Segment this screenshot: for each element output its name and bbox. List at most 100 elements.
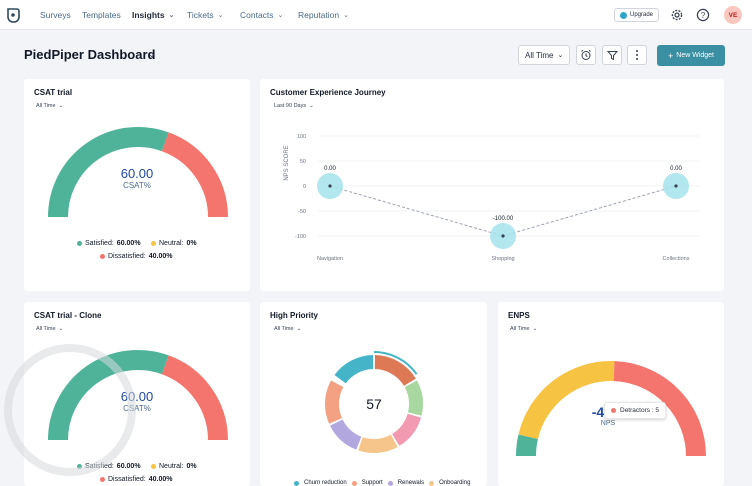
widget-time-filter[interactable]: Last 90 Days ⌄	[274, 103, 314, 109]
upgrade-label: Upgrade	[630, 12, 654, 18]
widget-title: CSAT trial - Clone	[34, 311, 102, 320]
gauge-passives-arc[interactable]	[518, 361, 615, 440]
donut-segment[interactable]	[325, 380, 344, 424]
x-category-label: Navigation	[317, 256, 343, 262]
chevron-down-icon: ⌄	[217, 12, 224, 19]
svg-text:?: ?	[701, 11, 706, 20]
gauge-satisfied-arc[interactable]	[48, 127, 169, 218]
gauge-metric: CSAT%	[123, 404, 151, 413]
time-filter-select[interactable]: All Time ⌄	[518, 45, 570, 65]
chevron-down-icon: ⌄	[58, 103, 64, 109]
time-filter-value: All Time	[525, 50, 554, 60]
help-icon[interactable]: ?	[696, 8, 710, 22]
filter-icon	[606, 50, 618, 60]
donut-segment[interactable]	[404, 380, 423, 416]
x-category-label: Shopping	[491, 256, 514, 262]
legend-dissatisfied: Dissatisfied: 40.00%	[100, 476, 172, 483]
legend-dissatisfied: Dissatisfied: 40.00%	[100, 253, 172, 260]
journey-chart: NPS SCORE 100 50 0 -50 -100 0.00 Navigation -10…	[284, 134, 700, 262]
chevron-down-icon[interactable]: ⌄	[148, 49, 156, 59]
chevron-down-icon: ⌄	[277, 12, 284, 19]
alarm-clock-icon	[581, 49, 591, 60]
widget-time-filter[interactable]: All Time ⌄	[36, 326, 63, 332]
new-widget-label: New Widget	[676, 52, 714, 59]
legend-neutral: Neutral: 0%	[151, 463, 197, 470]
journey-widget: Customer Experience Journey Last 90 Days…	[260, 79, 724, 291]
app-logo-icon[interactable]	[6, 7, 20, 23]
alarm-clock-button[interactable]	[576, 45, 596, 65]
chevron-down-icon: ⌄	[557, 52, 564, 59]
plus-icon: +	[668, 50, 674, 61]
legend-satisfied: Satisfied: 60.00%	[77, 463, 141, 470]
donut-total: 57	[366, 396, 382, 412]
csat-clone-widget: CSAT trial - Clone All Time ⌄ 60.00 CSAT%…	[24, 302, 250, 486]
gauge-promoters-arc[interactable]	[516, 434, 538, 457]
legend-support: Support	[361, 480, 383, 486]
more-vertical-icon	[636, 50, 638, 60]
chevron-down-icon: ⌄	[58, 326, 64, 332]
nav-insights[interactable]: Insights ⌄	[132, 10, 174, 20]
gear-icon[interactable]	[670, 8, 684, 22]
filter-button[interactable]	[602, 45, 622, 65]
legend-satisfied: Satisfied: 60.00%	[77, 240, 141, 247]
widget-filter-value: All Time	[36, 103, 56, 109]
nav-contacts-label: Contacts	[240, 10, 274, 20]
tooltip-text: Detractors : 5	[620, 407, 660, 414]
gauge-metric: CSAT%	[123, 181, 151, 190]
journey-point	[674, 184, 678, 188]
nav-reputation-label: Reputation	[298, 10, 340, 20]
nav-contacts[interactable]: Contacts ⌄	[240, 10, 283, 20]
more-options-button[interactable]	[627, 45, 647, 65]
enps-widget: ENPS All Time ⌄ -4 NPS Detractors : 5	[498, 302, 724, 486]
gauge-dissatisfied-arc[interactable]	[161, 132, 228, 218]
journey-point	[501, 234, 505, 238]
gauge-detractors-arc[interactable]	[613, 361, 706, 457]
nav-insights-label: Insights	[132, 10, 165, 20]
widget-filter-value: All Time	[36, 326, 56, 332]
nav-templates[interactable]: Templates	[82, 10, 121, 20]
y-tick-label: 100	[297, 134, 306, 140]
y-tick-label: -100	[295, 234, 306, 240]
chevron-down-icon: ⌄	[309, 103, 314, 109]
donut-segment[interactable]	[391, 413, 422, 446]
nav-tickets[interactable]: Tickets ⌄	[187, 10, 223, 20]
avatar[interactable]: VE	[724, 6, 742, 24]
upgrade-button[interactable]: Upgrade	[614, 8, 660, 22]
chevron-down-icon: ⌄	[168, 12, 175, 19]
nav-surveys-label: Surveys	[40, 10, 71, 20]
data-label: 0.00	[670, 166, 682, 172]
donut-segment[interactable]	[358, 434, 398, 453]
donut-hover-highlight	[373, 351, 418, 375]
high-priority-widget: High Priority All Time ⌄ 57 Churn reducti…	[260, 302, 487, 486]
widget-time-filter[interactable]: All Time ⌄	[36, 103, 63, 109]
legend-churn-reduction: Churn reduction	[304, 480, 347, 486]
gauge-dissatisfied-arc[interactable]	[161, 355, 228, 441]
chevron-down-icon: ⌄	[296, 326, 302, 332]
enps-tooltip: Detractors : 5	[604, 402, 667, 419]
widget-title: Customer Experience Journey	[270, 88, 386, 97]
gauge-value: 60.00	[120, 389, 154, 404]
data-label: 0.00	[324, 166, 336, 172]
widget-filter-value: Last 90 Days	[274, 103, 307, 109]
data-label: -100.00	[493, 216, 514, 222]
widget-title: CSAT trial	[34, 88, 73, 97]
y-axis-label: NPS SCORE	[284, 145, 290, 180]
enps-value: -4	[591, 404, 605, 420]
nav-reputation[interactable]: Reputation ⌄	[298, 10, 349, 20]
nav-templates-label: Templates	[82, 10, 121, 20]
y-tick-label: 0	[303, 184, 306, 190]
donut-segment[interactable]	[330, 419, 362, 450]
legend-renewals: Renewals	[397, 480, 425, 486]
gauge-value: 60.00	[120, 166, 154, 181]
widget-time-filter[interactable]: All Time ⌄	[274, 326, 301, 332]
enps-metric: NPS	[600, 420, 616, 427]
donut-segment[interactable]	[374, 355, 416, 387]
donut-segment[interactable]	[334, 355, 374, 384]
widget-title: High Priority	[270, 311, 319, 320]
new-widget-button[interactable]: + New Widget	[657, 45, 725, 66]
widget-time-filter[interactable]: All Time ⌄	[510, 326, 537, 332]
widget-title: ENPS	[508, 311, 530, 320]
enps-gauge	[516, 361, 706, 457]
widget-filter-value: All Time	[510, 326, 530, 332]
nav-surveys[interactable]: Surveys	[40, 10, 71, 20]
